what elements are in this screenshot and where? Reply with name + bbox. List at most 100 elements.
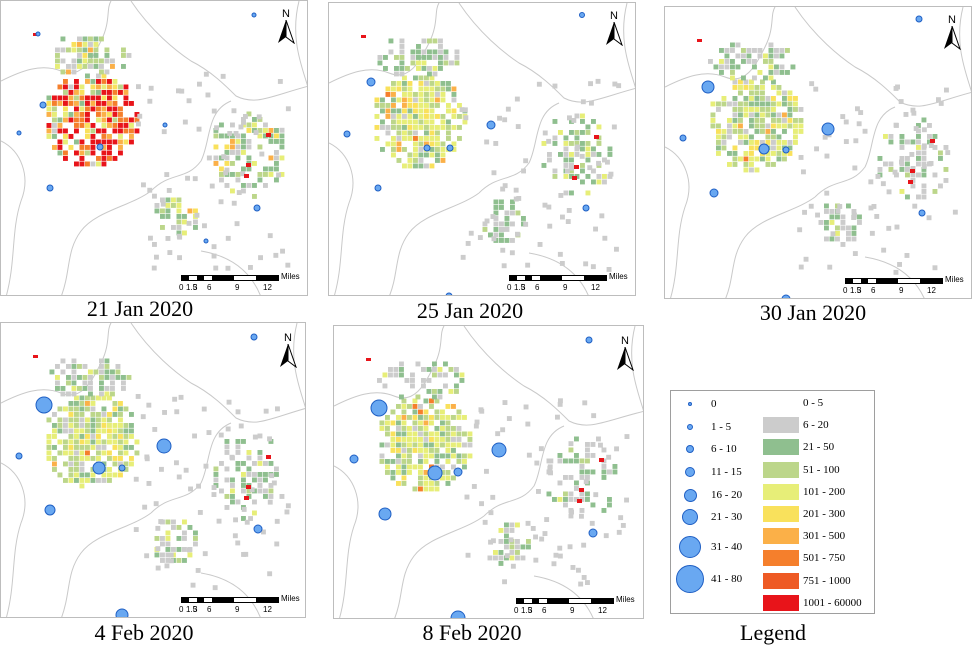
density-cell [429, 442, 434, 448]
density-cell [505, 106, 511, 112]
density-cell [88, 58, 93, 64]
density-cell [423, 453, 429, 459]
density-cell [515, 124, 521, 129]
density-cell [862, 128, 868, 134]
density-cell [85, 478, 90, 483]
density-cell [585, 130, 591, 135]
legend-density-swatch [763, 550, 799, 567]
density-cell [155, 565, 161, 571]
density-cell [771, 79, 776, 85]
density-cell [160, 558, 165, 563]
density-cell [203, 463, 209, 469]
density-cell [96, 95, 101, 101]
density-cell [440, 464, 445, 470]
scale-tick-label: 3 [857, 286, 862, 295]
density-cell [241, 188, 246, 194]
density-cell [74, 139, 79, 145]
density-cell [467, 437, 473, 442]
density-cell [897, 262, 902, 267]
density-cell [230, 488, 235, 494]
density-cell [74, 117, 79, 123]
density-cell [716, 123, 721, 129]
density-cell [144, 456, 150, 462]
density-cell [241, 488, 246, 494]
density-cell [90, 139, 96, 145]
density-cell [171, 225, 176, 230]
density-cell [402, 147, 407, 152]
density-cell [824, 236, 829, 242]
density-cell [580, 119, 585, 124]
density-cell [437, 372, 443, 378]
density-cell [932, 265, 938, 271]
case-circle [588, 528, 598, 538]
density-cell [79, 445, 85, 450]
density-cell [118, 434, 123, 439]
density-cell [79, 106, 85, 112]
density-cell [263, 133, 268, 139]
density-cell [424, 75, 429, 81]
density-cell [457, 114, 462, 119]
density-cell [738, 90, 743, 96]
density-cell [63, 90, 68, 95]
density-cell [500, 186, 506, 192]
case-circle [92, 461, 106, 475]
density-cell [407, 92, 413, 97]
density-cell [407, 163, 413, 169]
density-cell [493, 555, 498, 561]
density-cell [246, 472, 252, 477]
density-cell [407, 464, 412, 470]
density-cell [735, 64, 741, 70]
density-cell [68, 450, 74, 456]
density-cell [776, 134, 782, 140]
density-cell [927, 134, 932, 139]
density-cell [899, 156, 905, 161]
density-cell [899, 159, 904, 165]
scale-tick-label: 9 [235, 605, 240, 614]
density-cell [230, 494, 235, 499]
density-cell [213, 133, 219, 139]
density-cell [749, 101, 754, 107]
density-cell [60, 69, 66, 75]
density-cell [591, 119, 596, 124]
hotspot-cell [366, 358, 371, 361]
density-cell [921, 150, 927, 156]
density-cell [211, 485, 217, 490]
density-cell [779, 48, 785, 53]
density-cell [768, 53, 774, 59]
density-cell [515, 539, 520, 544]
density-cell [413, 163, 418, 169]
density-cell [782, 140, 787, 145]
density-cell [559, 261, 565, 266]
density-cell [219, 133, 224, 139]
density-cell [225, 265, 231, 271]
density-cell [391, 141, 396, 147]
density-cell [390, 459, 396, 464]
density-cell [579, 153, 585, 159]
density-cell [385, 459, 390, 464]
density-cell [77, 64, 82, 69]
density-cell [557, 251, 563, 257]
boundary-line [458, 3, 635, 103]
density-cell [421, 55, 427, 60]
density-cell [732, 129, 738, 134]
density-cell [721, 140, 727, 145]
density-cell [591, 179, 596, 185]
density-cell [152, 427, 158, 432]
density-cell [824, 153, 830, 159]
density-cell [456, 437, 462, 442]
density-cell [445, 475, 451, 481]
density-cell [771, 101, 776, 107]
density-cell [104, 369, 110, 375]
density-cell [732, 151, 738, 156]
density-cell [66, 64, 71, 69]
density-cell [787, 101, 793, 107]
case-circle [679, 134, 687, 142]
density-cell [776, 118, 782, 123]
density-cell [771, 118, 776, 123]
density-cell [176, 214, 182, 219]
density-cell [107, 139, 112, 145]
density-cell [591, 152, 596, 157]
density-cell [274, 150, 279, 155]
density-cell [112, 401, 118, 406]
density-cell [273, 252, 279, 258]
